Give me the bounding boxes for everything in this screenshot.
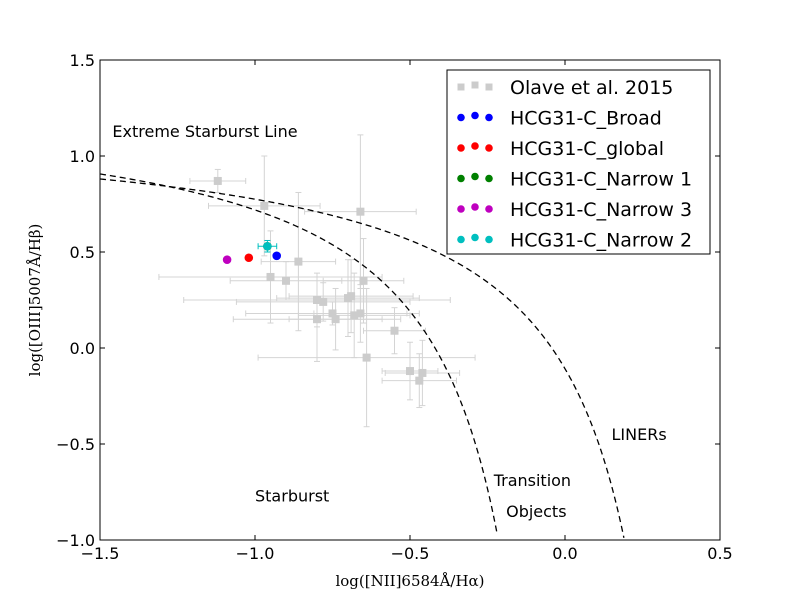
- legend-marker: [485, 205, 493, 213]
- data-point-olave: [356, 207, 365, 216]
- legend-label: Olave et al. 2015: [510, 77, 673, 99]
- legend-marker: [471, 142, 479, 150]
- legend-box: [446, 69, 711, 255]
- legend-label: HCG31-C_Narrow 1: [510, 169, 692, 191]
- data-point-olave: [418, 368, 427, 377]
- legend-marker: [471, 172, 479, 181]
- y-tick-label: 0.0: [70, 339, 95, 358]
- legend-marker: [471, 111, 479, 120]
- point-layer: [213, 176, 427, 385]
- data-point-olave: [294, 257, 303, 266]
- y-tick-label: 1.0: [70, 147, 95, 166]
- annotation-transition: Transition: [493, 471, 571, 490]
- data-point-hcg31-c-broad: [272, 251, 282, 261]
- legend-marker: [457, 113, 465, 122]
- legend-marker: [471, 203, 479, 211]
- data-point-olave: [213, 176, 222, 185]
- x-tick-label: −1.5: [81, 544, 120, 563]
- data-point-olave: [356, 309, 365, 318]
- legend-marker: [485, 144, 493, 152]
- legend-marker: [485, 83, 493, 91]
- x-axis-label: log([NII]6584Å/Hα): [335, 572, 484, 590]
- legend-marker: [471, 233, 479, 242]
- x-tick-label: 0.0: [552, 544, 577, 563]
- data-point-olave: [359, 276, 368, 285]
- annotation-starburst: Starburst: [255, 487, 329, 506]
- y-tick-label: −0.5: [56, 435, 95, 454]
- y-tick-label: 0.5: [70, 243, 95, 262]
- legend-marker: [457, 174, 465, 183]
- data-point-hcg31-c-narrow-2: [263, 241, 272, 251]
- legend-marker: [457, 144, 465, 152]
- data-point-olave: [313, 315, 321, 324]
- data-point-olave: [347, 292, 356, 301]
- y-tick-label: 1.5: [70, 51, 95, 70]
- legend-marker: [457, 83, 465, 91]
- data-point-olave: [415, 376, 424, 385]
- curve-0: [100, 178, 625, 538]
- x-tick-label: 0.5: [707, 544, 732, 563]
- tick-layer: −1.5 −1.0 −0.5 0.0 0.5−1.0−0.50.00.51.01.5: [56, 51, 733, 563]
- data-point-hcg31-c-global: [244, 253, 254, 263]
- data-point-olave: [319, 297, 328, 306]
- annotation-objects: Objects: [506, 502, 566, 521]
- data-point-olave: [260, 201, 269, 210]
- legend-label: HCG31-C_Narrow 2: [510, 230, 692, 252]
- data-point-olave: [282, 276, 290, 285]
- data-point-olave: [331, 315, 340, 324]
- annotation-liners: LINERs: [612, 425, 667, 444]
- legend-label: HCG31-C_Narrow 3: [510, 199, 692, 221]
- data-point-hcg31-c-narrow-3: [222, 255, 232, 264]
- data-point-olave: [390, 326, 399, 335]
- annotation-extreme-starburst-line: Extreme Starburst Line: [112, 122, 297, 141]
- legend-marker: [485, 174, 493, 183]
- legend-label: HCG31-C_Broad: [510, 108, 662, 130]
- curve-layer: [100, 173, 625, 538]
- legend-marker: [457, 235, 465, 244]
- data-point-olave: [406, 367, 414, 376]
- legend: Olave et al. 2015 HCG31-C_Broad HCG31-C_gl…: [446, 69, 711, 255]
- data-point-olave: [362, 353, 371, 362]
- errorbar-layer: [158, 134, 476, 428]
- y-axis-label: log([OIII]5007Å/Hβ): [26, 224, 44, 377]
- curve-1: [100, 173, 498, 533]
- y-tick-label: −1.0: [56, 531, 95, 550]
- x-tick-label: −1.0: [236, 544, 275, 563]
- data-point-olave: [266, 272, 275, 281]
- legend-marker: [471, 81, 479, 89]
- legend-marker: [485, 113, 493, 122]
- legend-marker: [457, 205, 465, 213]
- x-tick-label: −0.5: [391, 544, 430, 563]
- annotation-layer: Extreme Starburst Line Starburst Transitio…: [112, 122, 666, 521]
- legend-marker: [485, 235, 493, 244]
- legend-label: HCG31-C_global: [510, 138, 664, 160]
